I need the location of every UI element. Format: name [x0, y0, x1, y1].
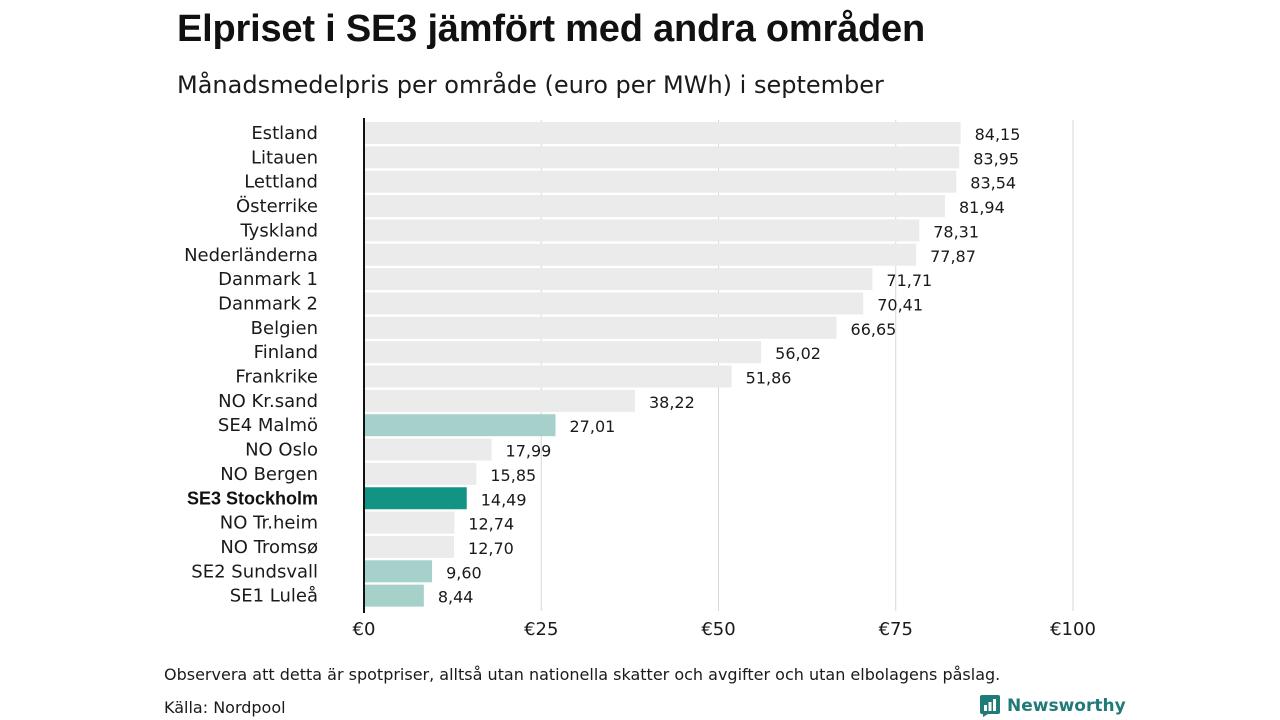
- category-label: Frankrike: [235, 367, 318, 388]
- value-label: 12,74: [468, 515, 514, 534]
- value-label: 15,85: [490, 466, 536, 485]
- bar: [364, 195, 945, 218]
- bar: [364, 511, 455, 534]
- value-label: 81,94: [959, 198, 1005, 217]
- value-label: 66,65: [851, 320, 897, 339]
- category-label: SE3 Stockholm: [187, 488, 318, 508]
- x-tick-label: €25: [524, 619, 558, 640]
- category-label: Belgien: [251, 318, 318, 339]
- value-label: 84,15: [975, 125, 1021, 144]
- bar: [364, 487, 467, 510]
- value-label: 27,01: [570, 417, 616, 436]
- category-label: Lettland: [244, 172, 318, 193]
- value-label: 83,54: [970, 174, 1016, 193]
- bar: [364, 535, 455, 558]
- brand-name: Newsworthy: [1007, 696, 1126, 716]
- category-label: Tyskland: [239, 220, 318, 241]
- value-label: 51,86: [746, 369, 792, 388]
- bar: [364, 462, 477, 485]
- bar: [364, 584, 424, 607]
- value-label: 70,41: [877, 295, 923, 314]
- bar: [364, 268, 873, 291]
- source-label: Källa: Nordpool: [164, 698, 286, 717]
- value-label: 71,71: [886, 271, 932, 290]
- bar: [364, 122, 961, 144]
- category-label: SE2 Sundsvall: [191, 561, 318, 582]
- value-label: 56,02: [775, 344, 821, 363]
- category-label: NO Kr.sand: [218, 391, 318, 412]
- category-label: Litauen: [251, 147, 318, 168]
- bar: [364, 170, 957, 193]
- value-label: 17,99: [506, 442, 552, 461]
- bar: [364, 316, 837, 339]
- bar: [364, 219, 920, 242]
- bar: [364, 292, 864, 315]
- category-label: NO Tr.heim: [220, 513, 318, 534]
- value-label: 38,22: [649, 393, 695, 412]
- bar: [364, 389, 635, 412]
- category-label: NO Tromsø: [220, 537, 318, 558]
- value-label: 77,87: [930, 247, 976, 266]
- category-label: Estland: [251, 123, 318, 144]
- x-tick-label: €75: [879, 619, 913, 640]
- bar: [364, 365, 732, 388]
- value-label: 14,49: [481, 490, 527, 509]
- bar: [364, 560, 433, 583]
- bar: [364, 414, 556, 437]
- value-label: 8,44: [438, 588, 474, 607]
- x-tick-label: €50: [701, 619, 735, 640]
- bar: [364, 438, 492, 461]
- category-label: NO Bergen: [220, 464, 318, 485]
- category-label: Nederländerna: [184, 245, 318, 266]
- category-label: Danmark 1: [218, 269, 318, 290]
- category-label: SE4 Malmö: [218, 415, 318, 436]
- category-label: Finland: [254, 342, 318, 363]
- value-label: 12,70: [468, 539, 514, 558]
- bar: [364, 146, 960, 169]
- chart-title: Elpriset i SE3 jämfört med andra områden: [177, 8, 925, 50]
- x-tick-label: €100: [1050, 619, 1096, 640]
- footnote: Observera att detta är spotpriser, allts…: [164, 665, 1001, 684]
- category-label: Österrike: [236, 195, 318, 217]
- category-label: SE1 Luleå: [230, 586, 318, 607]
- bars: [364, 122, 961, 607]
- value-labels: 84,15 83,95 83,54 81,94 78,31 77,87 71,71 70,41…: [438, 125, 1021, 607]
- newsworthy-logo-icon: [980, 695, 1000, 717]
- value-label: 83,95: [973, 149, 1019, 168]
- category-label: NO Oslo: [245, 440, 318, 461]
- value-label: 78,31: [933, 222, 979, 241]
- bar: [364, 341, 762, 364]
- value-label: 9,60: [446, 563, 482, 582]
- brand-logo: Newsworthy: [979, 694, 1126, 718]
- x-tick-labels: €0 €25 €50 €75 €100: [353, 619, 1096, 640]
- x-tick-label: €0: [353, 619, 376, 640]
- bar: [364, 243, 917, 266]
- chart-subtitle: Månadsmedelpris per område (euro per MWh…: [177, 71, 884, 99]
- category-label: Danmark 2: [218, 293, 318, 314]
